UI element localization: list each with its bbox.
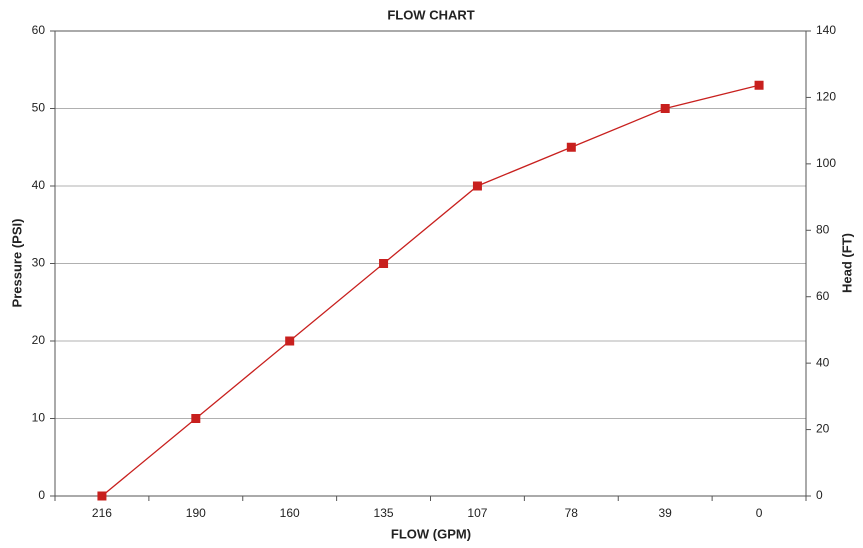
x-tick-label: 190 <box>186 506 206 520</box>
y-tick-label: 50 <box>32 101 46 115</box>
chart-title: FLOW CHART <box>387 7 474 22</box>
marker <box>660 104 670 113</box>
y2-tick-label: 140 <box>816 23 836 37</box>
y2-axis-label: Head (FT) <box>839 233 854 293</box>
line <box>101 84 760 497</box>
y-tick-label: 20 <box>32 333 46 347</box>
marker <box>754 80 764 90</box>
y2-tick-label: 0 <box>816 488 823 502</box>
marker <box>566 142 576 152</box>
x-tick-label: 160 <box>280 506 300 520</box>
x-axis-label: FLOW (GPM) <box>391 526 471 541</box>
marker <box>472 181 482 191</box>
x-tick-label: 0 <box>756 506 763 520</box>
y-tick-label: 0 <box>38 488 45 502</box>
x-tick-label: 135 <box>374 506 394 520</box>
y-tick-label: 60 <box>32 23 46 37</box>
marker <box>191 414 201 423</box>
y2-tick-label: 40 <box>816 355 830 369</box>
marker <box>379 259 389 268</box>
x-tick-label: 78 <box>565 506 579 520</box>
x-tick-label: 216 <box>92 506 112 520</box>
y-tick-label: 30 <box>32 256 46 270</box>
marker <box>97 491 107 501</box>
y2-tick-label: 60 <box>816 289 830 303</box>
y-tick-label: 40 <box>32 178 46 192</box>
y-tick-label: 10 <box>32 411 46 425</box>
y2-tick-label: 80 <box>816 222 830 236</box>
y-axis-label: Pressure (PSI) <box>9 219 24 308</box>
y2-tick-label: 20 <box>816 422 830 436</box>
y2-tick-label: 120 <box>816 90 836 104</box>
x-tick-label: 107 <box>467 506 487 520</box>
y2-tick-label: 100 <box>816 156 836 170</box>
marker <box>285 336 295 346</box>
x-tick-label: 39 <box>659 506 673 520</box>
